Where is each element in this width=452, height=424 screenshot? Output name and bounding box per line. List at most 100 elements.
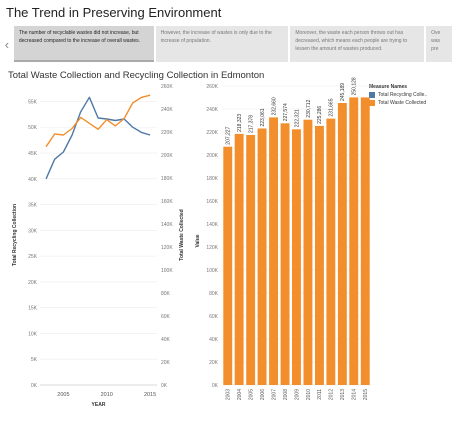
dashboard-title: Total Waste Collection and Recycling Col… bbox=[8, 70, 265, 81]
bar-category-label: 2012 bbox=[329, 389, 335, 400]
left-axis-tick-label: 15K bbox=[28, 306, 38, 312]
left-axis-tick-label: 30K bbox=[28, 228, 38, 234]
bar-axis-tick-label: 120K bbox=[206, 245, 218, 251]
bar-axis-tick-label: 260K bbox=[206, 84, 218, 90]
bar-axis-tick-label: 200K bbox=[206, 153, 218, 159]
bar-category-label: 2014 bbox=[352, 389, 358, 400]
left-axis-tick-label: 0K bbox=[31, 383, 38, 389]
bar-axis-tick-label: 180K bbox=[206, 176, 218, 182]
bar-data-label: 227,574 bbox=[283, 103, 289, 121]
bar-category-label: 2011 bbox=[317, 389, 323, 400]
right-axis-tick-label: 0K bbox=[161, 383, 168, 389]
bar-axis-tick-label: 240K bbox=[206, 107, 218, 113]
bar-axis-tick-label: 0K bbox=[212, 383, 219, 389]
x-axis-tick-label: 2010 bbox=[101, 392, 113, 398]
right-axis-tick-label: 260K bbox=[161, 84, 173, 90]
right-axis-tick-label: 160K bbox=[161, 199, 173, 205]
left-axis-tick-label: 5K bbox=[31, 357, 38, 363]
bar-category-label: 2008 bbox=[283, 389, 289, 400]
bar-axis-tick-label: 80K bbox=[209, 291, 219, 297]
bar-category-label: 2015 bbox=[363, 389, 369, 400]
story-navigator: ‹ The number of recyclable wastes did no… bbox=[0, 26, 452, 62]
chevron-left-icon[interactable]: ‹ bbox=[4, 36, 10, 52]
bar-2006 bbox=[257, 128, 267, 385]
bar-axis-tick-label: 20K bbox=[209, 360, 219, 366]
bar-category-label: 2003 bbox=[226, 389, 232, 400]
bar-data-label: 245,189 bbox=[340, 83, 346, 101]
x-axis-label: YEAR bbox=[92, 402, 106, 408]
series-line-waste bbox=[45, 94, 151, 148]
left-axis-tick-label: 25K bbox=[28, 254, 38, 260]
bar-axis-tick-label: 140K bbox=[206, 222, 218, 228]
bar-data-label: 222,321 bbox=[294, 109, 300, 127]
bar-axis-label: Value bbox=[195, 234, 201, 247]
bar-category-label: 2006 bbox=[260, 389, 266, 400]
bar-category-label: 2013 bbox=[340, 389, 346, 400]
bar-category-label: 2004 bbox=[237, 389, 243, 400]
bar-category-label: 2005 bbox=[249, 389, 255, 400]
legend: Measure Names Total Recycling Colle.. To… bbox=[369, 84, 452, 108]
right-axis-tick-label: 40K bbox=[161, 337, 171, 343]
left-axis-label: Total Recycling Collection bbox=[12, 204, 18, 266]
bar-2013 bbox=[337, 103, 347, 385]
bar-data-label: 207,227 bbox=[226, 126, 232, 144]
left-axis-tick-label: 35K bbox=[28, 203, 38, 209]
story-point-2[interactable]: However, the increase of wastes is only … bbox=[155, 26, 289, 62]
bar-data-label: 250,128 bbox=[352, 77, 358, 95]
left-axis-tick-label: 20K bbox=[28, 280, 38, 286]
right-axis-tick-label: 200K bbox=[161, 153, 173, 159]
bar-2015 bbox=[360, 97, 370, 386]
right-axis-tick-label: 80K bbox=[161, 291, 171, 297]
bar-2004 bbox=[234, 133, 244, 385]
story-point-3[interactable]: Moreover, the waste each person throws o… bbox=[290, 26, 425, 62]
bar-axis-tick-label: 160K bbox=[206, 199, 218, 205]
bar-2009 bbox=[292, 129, 301, 385]
bar-axis-tick-label: 220K bbox=[206, 130, 218, 136]
bar-2012 bbox=[326, 118, 336, 385]
right-axis-tick-label: 140K bbox=[161, 222, 173, 228]
x-axis-tick-label: 2015 bbox=[144, 392, 156, 398]
right-axis-tick-label: 100K bbox=[161, 268, 173, 274]
legend-item-waste[interactable]: Total Waste Collected bbox=[369, 100, 452, 106]
bar-2014 bbox=[349, 97, 359, 386]
story-point-1[interactable]: The number of recyclable wastes did not … bbox=[13, 26, 154, 62]
bar-data-label: 225,286 bbox=[317, 106, 323, 124]
legend-item-recycling[interactable]: Total Recycling Colle.. bbox=[369, 92, 452, 98]
legend-swatch-recycling bbox=[369, 92, 375, 98]
left-axis-tick-label: 40K bbox=[28, 177, 38, 183]
left-axis-tick-label: 50K bbox=[28, 125, 38, 131]
bar-category-label: 2007 bbox=[271, 389, 277, 400]
legend-title: Measure Names bbox=[369, 84, 408, 90]
bar-category-label: 2009 bbox=[294, 389, 300, 400]
story-point-4[interactable]: Ove was pre bbox=[426, 26, 452, 62]
right-axis-tick-label: 240K bbox=[161, 107, 173, 113]
bar-data-label: 218,323 bbox=[237, 114, 243, 132]
bar-2007 bbox=[269, 117, 278, 386]
bar-category-label: 2010 bbox=[306, 389, 312, 400]
bar-2011 bbox=[315, 125, 324, 386]
bar-data-label: 217,378 bbox=[249, 115, 255, 133]
bar-2008 bbox=[280, 123, 290, 386]
bar-axis-tick-label: 40K bbox=[209, 337, 219, 343]
right-axis-tick-label: 120K bbox=[161, 245, 173, 251]
series-line-recycling bbox=[45, 96, 151, 180]
x-axis-tick-label: 2005 bbox=[57, 392, 69, 398]
left-axis-tick-label: 45K bbox=[28, 151, 38, 157]
bar-data-label: 231,665 bbox=[329, 98, 335, 116]
bar-2003 bbox=[223, 146, 233, 385]
bar-2010 bbox=[303, 119, 313, 385]
bar-data-label: 230,712 bbox=[306, 99, 312, 117]
right-axis-tick-label: 20K bbox=[161, 360, 171, 366]
legend-label-recycling: Total Recycling Colle.. bbox=[378, 92, 428, 98]
bar-axis-tick-label: 60K bbox=[209, 314, 219, 320]
bar-2005 bbox=[246, 135, 256, 385]
legend-label-waste: Total Waste Collected bbox=[378, 100, 427, 106]
bar-data-label: 232,660 bbox=[271, 97, 277, 115]
right-axis-label: Total Waste Collected bbox=[179, 209, 185, 260]
bar-axis-tick-label: 100K bbox=[206, 268, 218, 274]
right-axis-tick-label: 180K bbox=[161, 176, 173, 182]
right-axis-tick-label: 60K bbox=[161, 314, 171, 320]
left-axis-tick-label: 10K bbox=[28, 331, 38, 337]
page-title: The Trend in Preserving Environment bbox=[6, 5, 222, 20]
